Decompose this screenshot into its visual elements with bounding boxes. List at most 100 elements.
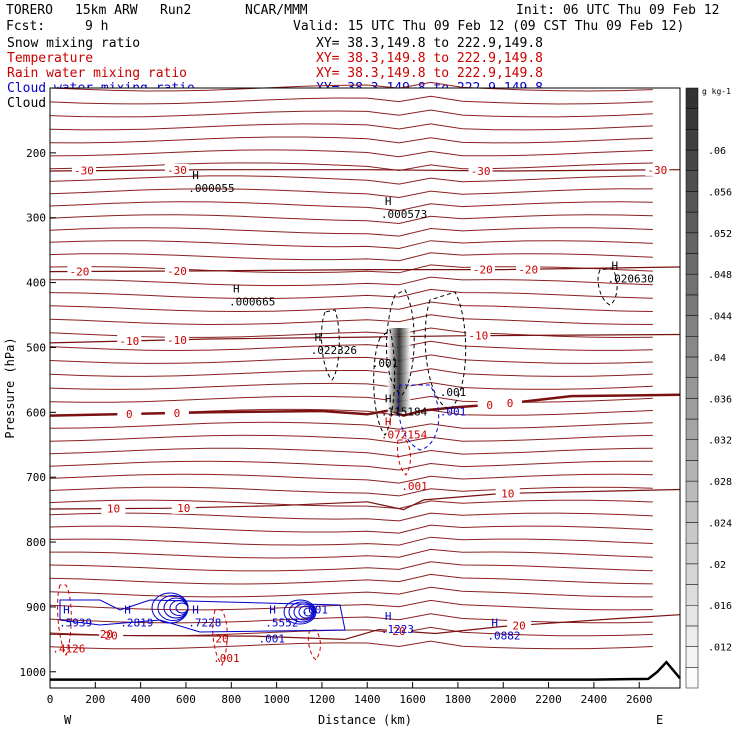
contour-label: .001 bbox=[302, 603, 329, 616]
colorbar-swatch bbox=[685, 460, 699, 482]
potential-temperature-line bbox=[49, 599, 653, 611]
init-time: Init: 06 UTC Thu 09 Feb 12 bbox=[516, 3, 720, 18]
temperature-contour-label: -20 bbox=[167, 265, 187, 278]
temperature-contour bbox=[49, 614, 681, 641]
max-marker: H bbox=[192, 603, 199, 616]
y-tick-label: 500 bbox=[26, 341, 46, 354]
y-axis-title: Pressure (hPa) bbox=[3, 337, 17, 438]
colorbar-tick-label: .048 bbox=[708, 270, 732, 281]
y-tick-label: 700 bbox=[26, 471, 46, 484]
contour-label-bg bbox=[477, 398, 502, 411]
potential-temperature-line bbox=[49, 536, 653, 546]
potential-temperature-line bbox=[49, 340, 653, 352]
potential-temperature-line bbox=[49, 123, 653, 131]
colorbar-swatch bbox=[685, 356, 699, 378]
mixing-ratio-contour bbox=[57, 584, 72, 657]
max-value-label: .4126 bbox=[52, 642, 85, 655]
y-tick-label: 900 bbox=[26, 601, 46, 614]
temperature-contour-label: -20 bbox=[473, 264, 493, 277]
potential-temperature-line bbox=[49, 288, 653, 299]
valid-time: Valid: 15 UTC Thu 09 Feb 12 (09 CST Thu … bbox=[293, 19, 684, 34]
contour-label-bg bbox=[470, 263, 495, 276]
colorbar-swatch bbox=[685, 129, 699, 151]
legend-coords: XY= 38.3,149.8 to 222.9,149.8 bbox=[316, 51, 543, 66]
colorbar-swatch bbox=[685, 294, 699, 316]
temperature-contour-label: -10 bbox=[167, 334, 187, 347]
potential-temperature-line bbox=[49, 447, 653, 458]
potential-temperature-line bbox=[49, 573, 653, 585]
colorbar-tick-label: .028 bbox=[708, 477, 732, 488]
potential-temperature-line bbox=[49, 95, 653, 105]
legend-label: Temperature bbox=[7, 51, 93, 66]
max-marker: H bbox=[385, 415, 392, 428]
colorbar-swatch bbox=[685, 439, 699, 461]
x-tick-label: 400 bbox=[131, 693, 151, 706]
model-run: Run2 bbox=[160, 3, 191, 18]
x-tick-label: 200 bbox=[85, 693, 105, 706]
max-marker: H bbox=[233, 282, 240, 295]
plot-area: -30 -30 -30 -30 -20 -20 -20 -20 -10 -10 -10 0 0 0 0 10 1… bbox=[49, 81, 681, 688]
east-label: E bbox=[656, 713, 663, 727]
x-tick-label: 2000 bbox=[490, 693, 517, 706]
potential-temperature-line bbox=[49, 301, 653, 313]
temperature-contour bbox=[49, 333, 681, 344]
cloud-water-contour bbox=[288, 601, 316, 623]
y-tick-label: 400 bbox=[26, 277, 46, 290]
legend-coords: XY= 38.3,149.8 to 222.9,149.8 bbox=[316, 66, 543, 81]
potential-temperature-line bbox=[49, 81, 653, 92]
max-marker: H bbox=[385, 610, 392, 623]
contour-label-bg bbox=[495, 487, 520, 500]
temperature-contour-label: -30 bbox=[74, 165, 94, 178]
potential-temperature-line bbox=[49, 512, 653, 522]
contour-label-bg bbox=[516, 263, 541, 276]
colorbar-swatch bbox=[685, 253, 699, 275]
potential-temperature-line bbox=[49, 368, 653, 377]
max-marker: H bbox=[315, 331, 322, 344]
mixing-ratio-contour bbox=[373, 329, 396, 436]
forecast-label: Fcst: bbox=[6, 19, 45, 34]
max-value-label: .072154 bbox=[381, 428, 428, 441]
potential-temperature-line bbox=[49, 109, 653, 118]
colorbar-swatch bbox=[685, 273, 699, 296]
temperature-contour-label: -30 bbox=[471, 165, 491, 178]
potential-temperature-line bbox=[49, 381, 653, 390]
colorbar-swatch bbox=[685, 522, 699, 544]
x-tick-label: 2600 bbox=[626, 693, 653, 706]
cloud-water-contour bbox=[303, 607, 313, 617]
x-tick-label: 800 bbox=[221, 693, 241, 706]
max-marker: H bbox=[269, 603, 276, 616]
potential-temperature-line bbox=[49, 227, 653, 237]
contour-label-bg bbox=[498, 397, 523, 410]
colorbar: .012 .016 .02 .024 .028 .032 .036 .04 .044 .048 .0… bbox=[685, 87, 732, 689]
colorbar-swatch bbox=[685, 604, 699, 627]
y-tick-label: 800 bbox=[26, 536, 46, 549]
potential-temperature-line bbox=[49, 613, 653, 624]
colorbar-tick-label: .032 bbox=[708, 436, 732, 447]
x-tick-label: 600 bbox=[176, 693, 196, 706]
max-marker: H bbox=[611, 260, 618, 273]
cloud-water-contour bbox=[59, 599, 346, 633]
x-tick-label: 2200 bbox=[535, 693, 562, 706]
colorbar-swatch bbox=[685, 418, 699, 440]
y-tick-label: 600 bbox=[26, 406, 46, 419]
max-marker: H bbox=[385, 393, 392, 406]
potential-temperature-line bbox=[49, 175, 653, 185]
temperature-contour-label: 10 bbox=[177, 502, 190, 515]
colorbar-swatch bbox=[685, 480, 699, 503]
west-label: W bbox=[64, 713, 72, 727]
max-value-label: .5939 bbox=[59, 616, 92, 629]
temperature-contour bbox=[49, 169, 681, 172]
potential-temperature-line bbox=[49, 561, 653, 572]
x-tick-label: 2400 bbox=[581, 693, 608, 706]
contour-label-bg bbox=[466, 329, 491, 342]
temperature-contour-label: 0 bbox=[507, 397, 514, 410]
max-value-label: .000573 bbox=[381, 208, 427, 221]
colorbar-swatch bbox=[685, 149, 699, 172]
colorbar-swatch bbox=[685, 315, 699, 337]
temperature-contour-label: 10 bbox=[107, 503, 120, 516]
contour-label-bg bbox=[67, 265, 92, 278]
temperature-contour-label: -30 bbox=[167, 164, 187, 177]
potential-temperature-line bbox=[49, 201, 653, 212]
